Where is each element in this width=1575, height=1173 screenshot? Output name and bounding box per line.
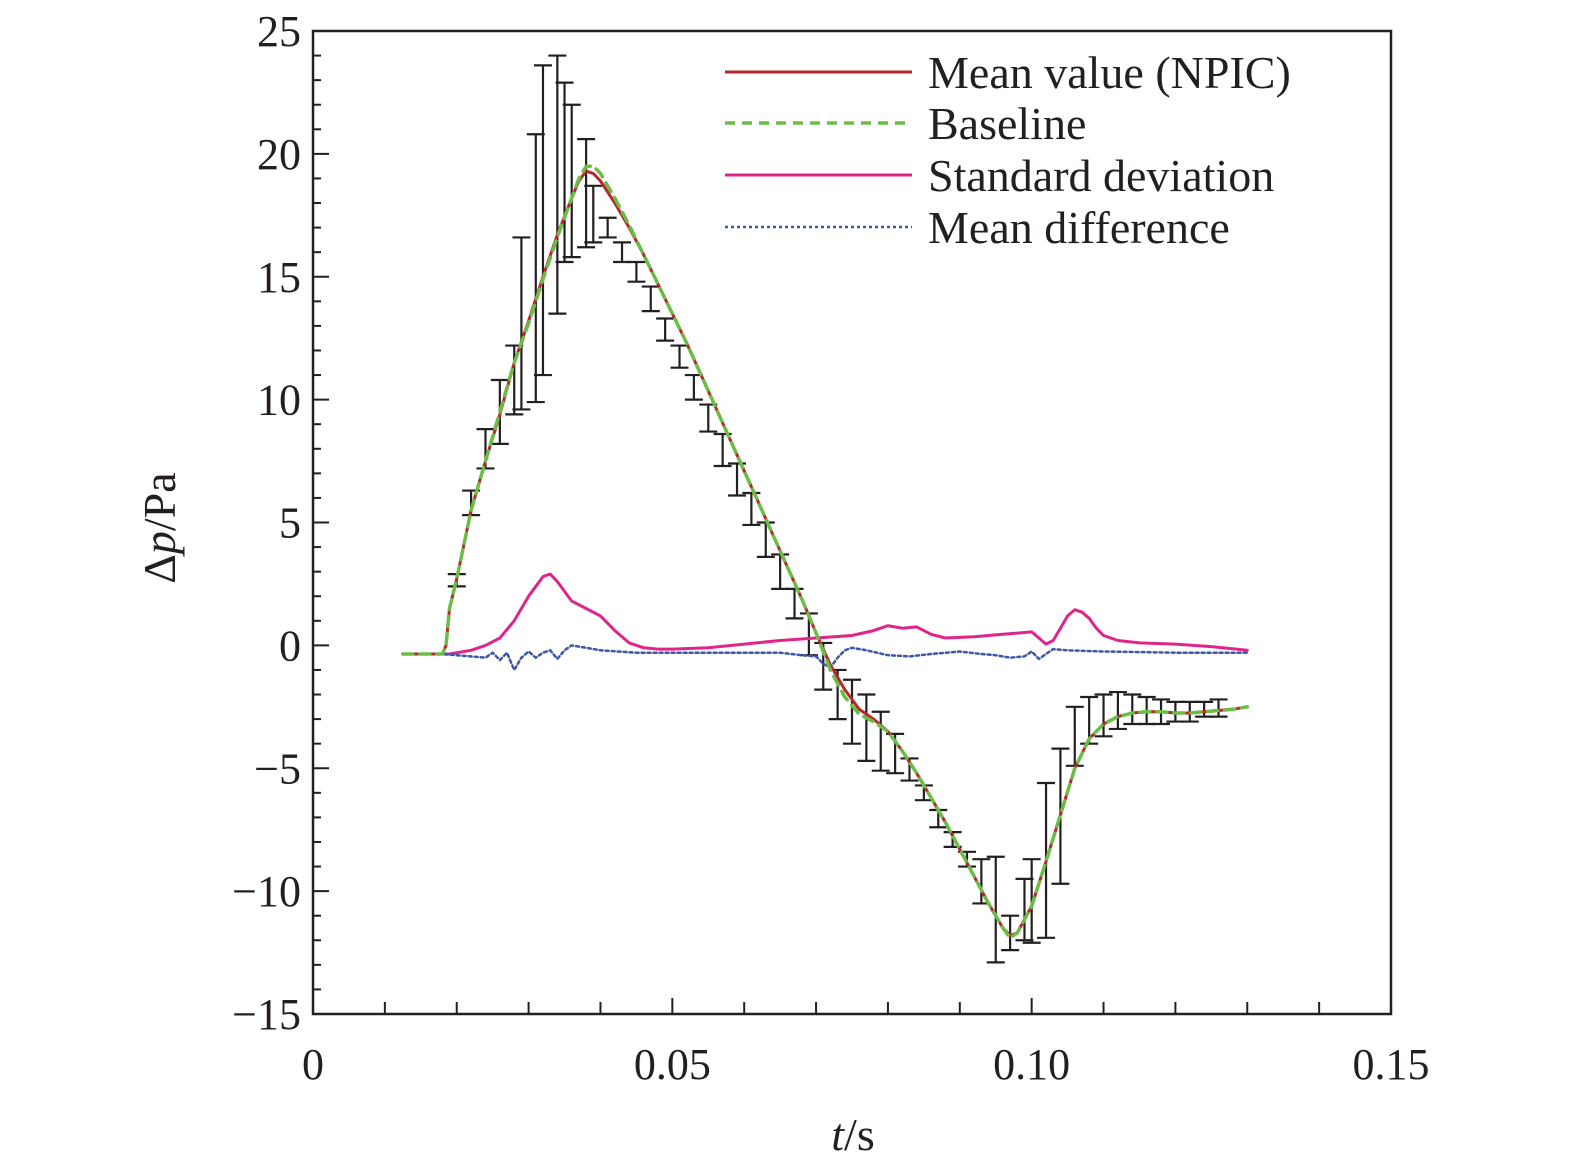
y-tick-label: −5 — [254, 744, 301, 793]
legend-label-baseline: Baseline — [928, 98, 1086, 149]
error-bar — [555, 81, 574, 264]
error-bar — [1015, 877, 1034, 942]
y-tick-label: −15 — [232, 990, 301, 1039]
error-bar — [684, 373, 703, 401]
error-bar — [771, 553, 790, 590]
legend-label-standard-deviation: Standard deviation — [928, 150, 1274, 201]
y-tick-label: −10 — [232, 867, 301, 916]
series-line-mean-value-npic — [401, 169, 1249, 937]
y-axis-title-unit: /Pa — [134, 472, 185, 531]
y-axis-ticks: −15 −10 −5 0 5 10 15 20 25 — [232, 7, 329, 1039]
error-bar — [641, 285, 660, 313]
svg-text:Δp/Pa: Δp/Pa — [134, 472, 185, 583]
legend: Mean value (NPIC) Baseline Standard devi… — [725, 47, 1291, 253]
series-line-mean-difference — [401, 644, 1249, 672]
y-tick-label: 0 — [279, 621, 301, 670]
x-tick-label: 0 — [302, 1040, 324, 1089]
series-line-standard-deviation — [401, 572, 1249, 656]
y-tick-label: 25 — [257, 7, 301, 56]
y-tick-label: 20 — [257, 130, 301, 179]
error-bar — [986, 855, 1005, 964]
legend-label-mean-value: Mean value (NPIC) — [928, 47, 1291, 98]
error-bar — [613, 241, 632, 264]
error-bar — [1195, 700, 1214, 718]
error-bar — [548, 54, 567, 315]
x-axis-title-unit: /s — [844, 1109, 875, 1160]
legend-label-mean-difference: Mean difference — [928, 202, 1230, 253]
error-bar — [562, 103, 581, 259]
y-tick-label: 10 — [257, 376, 301, 425]
x-tick-label: 0.05 — [634, 1040, 711, 1089]
y-axis-title-var2: p — [134, 531, 185, 557]
error-bar — [1209, 698, 1228, 718]
y-axis-title: Δp/Pa — [134, 472, 185, 583]
error-bar — [785, 587, 804, 620]
error-bar — [1080, 695, 1099, 745]
y-axis-title-var: Δ — [134, 554, 185, 584]
y-tick-label: 5 — [279, 499, 301, 548]
error-bars — [447, 54, 1228, 964]
error-bar — [857, 693, 876, 762]
error-bar — [1001, 914, 1020, 952]
error-bar — [728, 462, 747, 497]
x-axis-ticks: 0 0.05 0.10 0.15 — [302, 998, 1430, 1089]
error-bar — [598, 216, 617, 239]
x-axis-title-var: t — [831, 1109, 845, 1160]
error-bar — [656, 317, 675, 342]
error-bar — [577, 138, 596, 249]
x-tick-label: 0.10 — [993, 1040, 1070, 1089]
series-lines — [401, 164, 1250, 940]
error-bar — [512, 236, 531, 411]
error-bar — [756, 521, 775, 559]
error-bar — [584, 184, 603, 244]
error-bar — [533, 64, 552, 377]
error-bar — [871, 710, 890, 772]
series-line-baseline — [401, 164, 1250, 940]
error-bar — [843, 678, 861, 745]
error-bar — [699, 403, 718, 433]
x-tick-label: 0.15 — [1353, 1040, 1430, 1089]
error-bar — [526, 133, 545, 404]
error-bar — [627, 260, 646, 283]
y-tick-label: 15 — [257, 253, 301, 302]
x-axis-title: t/s — [831, 1109, 874, 1160]
error-bar — [1094, 693, 1113, 738]
error-bar — [742, 491, 761, 527]
error-bar — [670, 344, 689, 369]
error-bar — [1123, 693, 1142, 726]
error-bar — [1108, 690, 1127, 731]
